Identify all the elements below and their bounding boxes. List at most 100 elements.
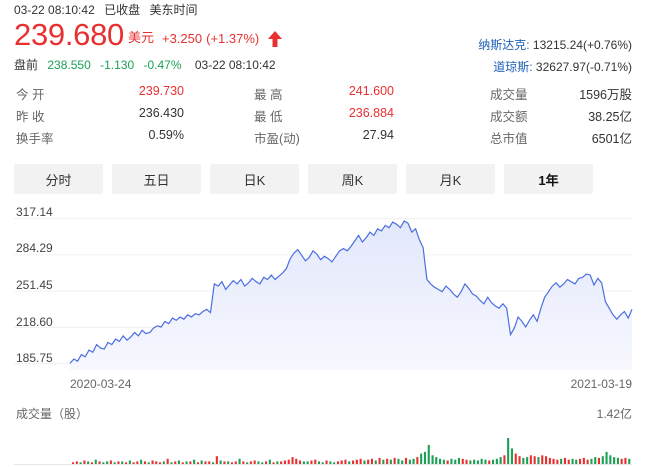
- volume-bar: [200, 460, 203, 464]
- volume-bar: [117, 461, 120, 464]
- y-tick-label: 185.75: [16, 351, 53, 365]
- y-tick-label: 251.45: [16, 278, 53, 292]
- volume-bar: [181, 462, 184, 464]
- volume-bar: [499, 457, 502, 464]
- volume-bar: [151, 460, 154, 464]
- dow-jones-index[interactable]: 道琼斯: 32627.97(-0.71%): [493, 58, 632, 75]
- volume-bar: [185, 461, 188, 464]
- volume-bar: [257, 461, 260, 464]
- volume-bar: [287, 459, 290, 464]
- volume-bar: [518, 456, 521, 464]
- volume-bar: [582, 457, 585, 464]
- volume-bar: [495, 458, 498, 464]
- volume-bar: [510, 448, 513, 464]
- volume-bar: [193, 459, 196, 464]
- price-change: +3.250: [161, 31, 203, 46]
- volume-bar: [352, 460, 355, 464]
- volume-bar: [359, 458, 362, 464]
- volume-bar: [136, 461, 139, 464]
- tab-five-day[interactable]: 五日: [112, 164, 201, 194]
- volume-bar: [121, 461, 124, 464]
- volume-bar: [420, 453, 423, 464]
- volume-bar: [242, 461, 245, 464]
- tab-intraday[interactable]: 分时: [14, 164, 103, 194]
- volume-bar: [265, 461, 268, 464]
- stat-value-turnover-rate: 0.59%: [148, 128, 184, 142]
- volume-bar: [238, 458, 241, 464]
- volume-bar: [465, 459, 468, 464]
- volume-bar: [215, 456, 218, 464]
- volume-bar: [378, 457, 381, 464]
- tab-monthly-k[interactable]: 月K: [406, 164, 495, 194]
- volume-bar: [389, 459, 392, 464]
- volume-bar: [431, 455, 434, 464]
- nasdaq-index-name[interactable]: 纳斯达克:: [478, 38, 530, 52]
- volume-bar: [72, 462, 75, 464]
- volume-bar: [507, 438, 510, 464]
- nasdaq-index[interactable]: 纳斯达克: 13215.24(+0.76%): [478, 36, 632, 53]
- stat-label-low: 最 低: [254, 110, 283, 124]
- volume-bar: [317, 461, 320, 464]
- volume-bar: [79, 462, 82, 464]
- stats-row: 今 开 239.730 最 高 241.600 成交量 1596万股: [14, 84, 632, 106]
- stats-table: 今 开 239.730 最 高 241.600 成交量 1596万股 昨 收 2…: [14, 84, 632, 150]
- volume-bar: [427, 444, 430, 464]
- volume-bar: [336, 461, 339, 464]
- volume-bar: [219, 460, 222, 464]
- tab-weekly-k[interactable]: 周K: [308, 164, 397, 194]
- volume-bar: [628, 458, 631, 464]
- arrow-up-icon: [268, 31, 283, 47]
- volume-bar: [401, 460, 404, 464]
- volume-bar: [412, 458, 415, 464]
- volume-bar: [469, 460, 472, 464]
- volume-bar: [405, 457, 408, 464]
- volume-bar: [545, 456, 548, 464]
- volume-bar: [75, 461, 78, 464]
- volume-bar: [423, 451, 426, 464]
- price-chart[interactable]: 317.14 284.29 251.45 218.60 185.75 2020-…: [0, 196, 670, 396]
- volume-bar: [246, 462, 249, 464]
- volume-bar: [344, 459, 347, 464]
- volume-bar: [314, 459, 317, 464]
- y-tick-label: 284.29: [16, 241, 53, 255]
- stat-label-pe: 市盈(动): [254, 132, 300, 146]
- volume-bar: [575, 459, 578, 464]
- premarket-row: 盘前 238.550 -1.130 -0.47% 03-22 08:10:42: [14, 56, 276, 73]
- volume-bar: [393, 457, 396, 464]
- volume-bar: [125, 462, 128, 464]
- volume-bar: [189, 461, 192, 464]
- volume-bar: [204, 461, 207, 464]
- volume-bar: [526, 457, 529, 464]
- volume-bar: [310, 460, 313, 464]
- volume-bar: [533, 456, 536, 464]
- volume-bar: [109, 460, 112, 464]
- volume-bar: [268, 459, 271, 464]
- stats-row: 换手率 0.59% 市盈(动) 27.94 总市值 6501亿: [14, 128, 632, 150]
- volume-bar: [624, 457, 627, 464]
- stat-value-high: 241.600: [348, 84, 394, 98]
- stats-row: 昨 收 236.430 最 低 236.884 成交额 38.25亿: [14, 106, 632, 128]
- volume-bar: [283, 460, 286, 464]
- volume-bar: [147, 462, 150, 464]
- volume-bar: [177, 460, 180, 464]
- volume-bar: [321, 462, 324, 464]
- volume-bar: [140, 459, 143, 464]
- stat-value-low: 236.884: [348, 106, 394, 120]
- tab-one-year[interactable]: 1年: [504, 164, 593, 194]
- y-tick-label: 218.60: [16, 315, 53, 329]
- volume-bar: [166, 458, 169, 464]
- stat-value-open: 239.730: [138, 84, 184, 98]
- volume-bar: [450, 458, 453, 464]
- volume-bar: [98, 461, 101, 464]
- volume-chart-svg: [14, 438, 632, 465]
- volume-bar: [605, 451, 608, 464]
- volume-bar: [529, 455, 532, 464]
- volume-bar: [514, 453, 517, 464]
- volume-bar: [299, 460, 302, 464]
- volume-bar: [435, 457, 438, 464]
- dow-jones-index-name[interactable]: 道琼斯:: [493, 60, 533, 74]
- stat-label-prev-close: 昨 收: [16, 110, 45, 124]
- volume-bar: [480, 458, 483, 464]
- stat-label-turnover-rate: 换手率: [16, 132, 54, 146]
- tab-daily-k[interactable]: 日K: [210, 164, 299, 194]
